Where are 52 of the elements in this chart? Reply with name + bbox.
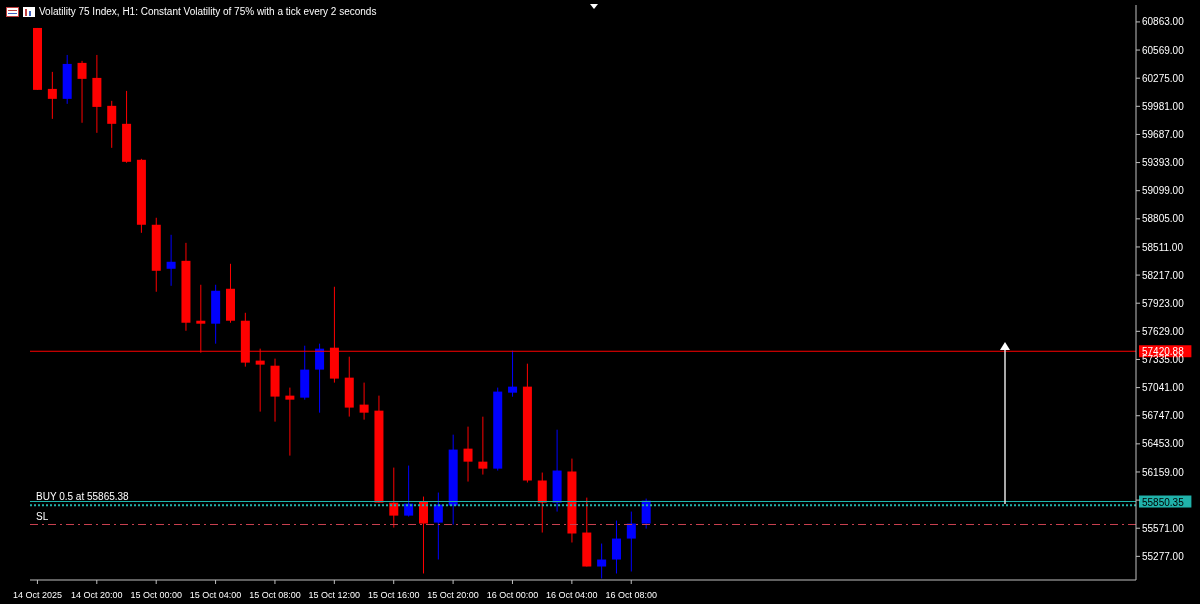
y-tick-label: 59687.00	[1142, 129, 1185, 140]
y-tick-label: 58511.00	[1142, 241, 1184, 253]
candlestick	[611, 520, 621, 574]
x-tick-label: 15 Oct 00:00	[130, 590, 182, 600]
y-tick-label: 56747.00	[1142, 410, 1185, 422]
y-tick-label: 59099.00	[1142, 185, 1185, 197]
x-tick-label: 16 Oct 08:00	[605, 590, 658, 600]
y-tick-label: 58217.00	[1142, 269, 1185, 281]
chart-title: Volatility 75 Index, H1: Constant Volatility of 75% with a tick every 2 seconds	[39, 6, 377, 17]
candlestick	[315, 343, 325, 414]
x-tick-label: 15 Oct 16:00	[367, 590, 420, 600]
x-tick-label: 15 Oct 20:00	[427, 590, 479, 600]
candlestick	[404, 465, 414, 518]
y-tick-label: 58805.00	[1142, 213, 1185, 225]
x-tick-label: 14 Oct 2025	[12, 590, 62, 600]
candlestick	[107, 100, 117, 149]
candlestick	[537, 472, 547, 534]
y-tick-label: 60275.00	[1142, 72, 1185, 84]
y-tick-label: 56453.00	[1142, 438, 1185, 450]
y-tick-label: 57629.00	[1142, 325, 1185, 337]
candlestick	[359, 382, 369, 421]
candlestick	[478, 416, 488, 476]
ref-line-label: SL	[36, 510, 49, 522]
x-tick-label: 15 Oct 08:00	[249, 590, 301, 600]
candlestick	[463, 426, 473, 483]
y-tick-label: 59981.00	[1142, 100, 1185, 112]
y-tick-label: 60569.00	[1142, 44, 1185, 56]
candlestick	[418, 496, 428, 574]
y-tick-label: 59393.00	[1142, 157, 1185, 169]
x-tick-label: 14 Oct 20:00	[71, 590, 123, 600]
x-tick-label: 15 Oct 12:00	[308, 590, 361, 600]
candlestick	[77, 60, 87, 124]
y-tick-label: 55571.00	[1142, 522, 1185, 534]
candlestick	[285, 387, 295, 457]
y-tick-label: 57041.00	[1142, 382, 1185, 394]
ref-line-label: BUY 0.5 at 55865.38	[36, 491, 130, 503]
candlestick	[433, 492, 443, 561]
y-tick-label: 55277.00	[1142, 550, 1185, 562]
candlestick	[389, 467, 399, 529]
y-tick-label: 60863.00	[1142, 16, 1185, 28]
candlestick	[641, 498, 651, 530]
x-tick-label: 16 Oct 00:00	[486, 590, 539, 600]
candlestick	[508, 350, 518, 398]
x-tick-label: 15 Oct 04:00	[189, 590, 242, 600]
y-tick-label: 57923.00	[1142, 297, 1185, 309]
candlestick	[597, 543, 607, 579]
ref-line-label: 55850.35	[1142, 496, 1185, 508]
candlestick	[166, 234, 176, 287]
candlestick	[626, 511, 636, 572]
x-tick-label: 16 Oct 04:00	[546, 590, 598, 600]
candlestick	[47, 71, 57, 120]
y-tick-label: 56159.00	[1142, 466, 1185, 478]
